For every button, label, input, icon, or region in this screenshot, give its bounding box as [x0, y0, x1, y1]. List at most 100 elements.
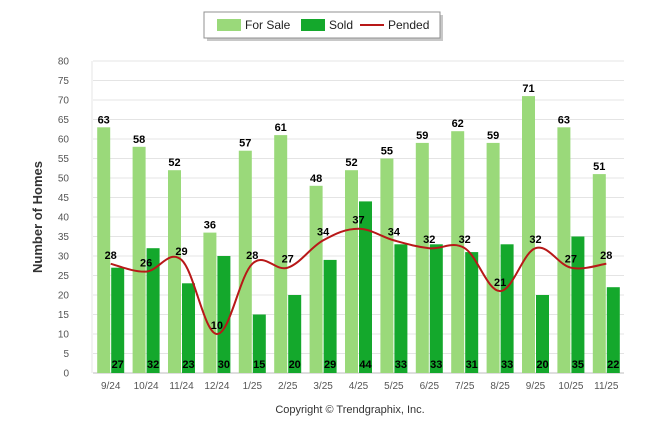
copyright-credit: Copyright © Trendgraphix, Inc. — [275, 404, 424, 416]
label-for-sale: 57 — [239, 138, 251, 150]
bar-sold — [252, 314, 266, 373]
x-tick-label: 6/25 — [420, 381, 440, 392]
bar-for-sale — [132, 146, 146, 373]
label-sold: 27 — [112, 359, 124, 371]
pended-line-path — [110, 227, 607, 336]
label-for-sale: 61 — [275, 122, 287, 134]
bar-sold — [217, 256, 231, 373]
y-tick-label: 75 — [58, 76, 70, 87]
label-pended: 29 — [175, 246, 187, 258]
label-sold: 33 — [430, 359, 442, 371]
x-tick-label: 5/25 — [384, 381, 404, 392]
label-for-sale: 63 — [558, 114, 570, 126]
bar-sold — [536, 295, 549, 373]
label-for-sale: 52 — [345, 157, 357, 169]
x-tick-label: 11/25 — [594, 381, 619, 392]
label-pended: 32 — [459, 234, 471, 246]
y-tick-label: 70 — [58, 96, 70, 107]
label-sold: 44 — [359, 359, 372, 371]
bar-for-sale — [203, 232, 217, 373]
y-tick-label: 30 — [58, 252, 70, 263]
y-tick-label: 0 — [63, 369, 69, 380]
label-pended: 28 — [105, 250, 117, 262]
x-tick-label: 3/25 — [313, 381, 333, 392]
x-tick-label: 1/25 — [243, 381, 263, 392]
x-tick-label: 11/24 — [169, 381, 194, 392]
x-tick-label: 9/24 — [101, 381, 121, 392]
y-tick-label: 35 — [58, 232, 70, 243]
label-for-sale: 59 — [487, 130, 499, 142]
label-pended: 10 — [211, 320, 223, 332]
y-tick-label: 45 — [58, 193, 70, 204]
label-pended: 28 — [600, 250, 612, 262]
y-tick-label: 10 — [58, 330, 70, 341]
bars — [97, 96, 620, 373]
bar-for-sale — [522, 96, 535, 373]
y-tick-label: 15 — [58, 310, 70, 321]
label-pended: 28 — [246, 250, 258, 262]
label-pended: 27 — [282, 254, 294, 266]
label-pended: 37 — [352, 215, 364, 227]
x-axis-ticks: 9/24 10/24 11/24 12/24 1/25 2/25 3/25 4/25 5/25 6… — [101, 381, 619, 392]
y-tick-label: 60 — [58, 135, 70, 146]
bar-sold — [465, 252, 479, 373]
bar-sold — [323, 259, 337, 373]
label-sold: 23 — [182, 359, 194, 371]
bar-sold — [111, 267, 125, 373]
y-tick-label: 20 — [58, 291, 70, 302]
x-tick-label: 2/25 — [278, 381, 298, 392]
label-sold: 33 — [395, 359, 407, 371]
x-tick-label: 4/25 — [349, 381, 369, 392]
bar-sold — [394, 244, 408, 373]
legend-label-sold: Sold — [329, 18, 353, 32]
label-pended: 26 — [140, 258, 152, 270]
bar-for-sale — [486, 142, 500, 373]
x-tick-label: 12/24 — [204, 381, 229, 392]
label-sold: 33 — [501, 359, 513, 371]
label-for-sale: 55 — [381, 146, 393, 158]
bar-for-sale — [274, 135, 288, 373]
label-sold: 31 — [466, 359, 478, 371]
y-tick-label: 25 — [58, 271, 70, 282]
bar-sold — [359, 201, 372, 373]
legend-label-for-sale: For Sale — [245, 18, 291, 32]
y-axis-label: Number of Homes — [30, 161, 45, 273]
label-sold: 35 — [572, 359, 584, 371]
label-for-sale: 62 — [452, 118, 464, 130]
x-tick-label: 9/25 — [526, 381, 546, 392]
legend-swatch-for-sale — [217, 19, 241, 31]
x-tick-label: 10/25 — [558, 381, 583, 392]
bar-for-sale — [451, 131, 465, 373]
bar-sold — [606, 287, 620, 373]
bar-for-sale — [415, 142, 429, 373]
y-tick-label: 55 — [58, 154, 70, 165]
y-tick-label: 5 — [63, 349, 69, 360]
bar-for-sale — [168, 170, 181, 373]
label-sold: 22 — [607, 359, 619, 371]
label-pended: 34 — [317, 226, 330, 238]
x-tick-label: 8/25 — [490, 381, 510, 392]
label-sold: 29 — [324, 359, 336, 371]
bar-sold — [182, 283, 195, 373]
label-sold: 15 — [253, 359, 265, 371]
label-for-sale: 58 — [133, 134, 145, 146]
label-for-sale: 59 — [416, 130, 428, 142]
label-sold: 20 — [289, 359, 301, 371]
label-sold: 30 — [218, 359, 230, 371]
legend-swatch-sold — [301, 19, 325, 31]
bar-for-sale — [380, 158, 394, 373]
label-for-sale: 52 — [168, 157, 180, 169]
y-tick-label: 50 — [58, 174, 70, 185]
bar-for-sale — [309, 185, 323, 373]
label-for-sale: 48 — [310, 173, 322, 185]
label-sold: 32 — [147, 359, 159, 371]
bar-sold — [288, 295, 302, 373]
label-pended: 34 — [388, 226, 401, 238]
label-sold: 20 — [536, 359, 548, 371]
y-axis-ticks: 0 5 10 15 20 25 30 35 40 45 50 55 60 65 70 75 80 — [58, 57, 70, 380]
label-pended: 27 — [565, 254, 577, 266]
bar-sold — [500, 244, 514, 373]
bar-sold — [429, 244, 443, 373]
legend: For Sale Sold Pended — [203, 11, 443, 41]
